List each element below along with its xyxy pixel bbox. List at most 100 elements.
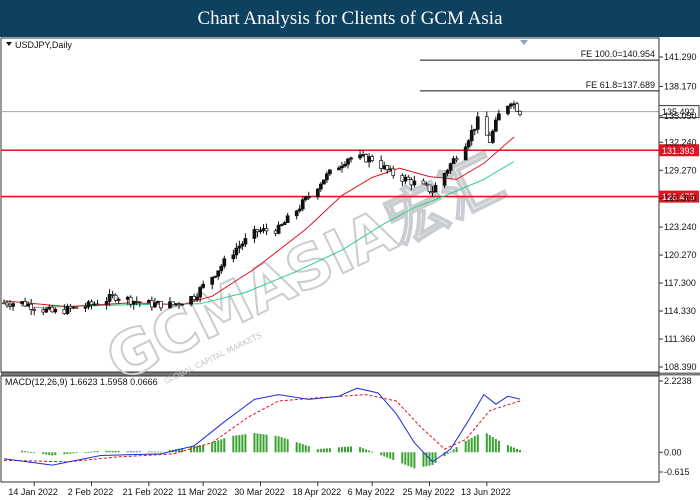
candle-body: [385, 165, 390, 171]
macd-histogram-bar: [190, 446, 193, 453]
candle-body: [273, 230, 278, 234]
candle-body: [349, 157, 353, 160]
macd-histogram-bar: [220, 439, 223, 453]
candle-body: [490, 130, 495, 143]
macd-histogram-bar: [380, 452, 383, 456]
candle-body: [23, 301, 27, 307]
candle-body: [325, 173, 329, 181]
candle-body: [472, 128, 477, 131]
macd-histogram-bar: [350, 446, 353, 453]
candle-body: [237, 245, 242, 249]
candle-body: [367, 156, 371, 163]
macd-histogram-bar: [259, 433, 262, 453]
candle-body: [358, 154, 362, 159]
candle-body: [86, 301, 91, 308]
price-tick-label: 120.270: [664, 250, 697, 260]
macd-histogram-bar: [178, 448, 181, 453]
macd-histogram-bar: [365, 449, 368, 453]
candle-body: [252, 229, 257, 239]
macd-histogram-bar: [434, 452, 437, 463]
x-tick-label: 14 Jan 2022: [8, 487, 58, 497]
macd-histogram-bar: [277, 436, 280, 453]
price-tick-label: 129.270: [664, 165, 697, 175]
current-price-label: 135.492: [662, 107, 695, 117]
macd-histogram-bar: [48, 452, 51, 456]
macd-histogram-bar: [117, 450, 120, 453]
macd-histogram-bar: [265, 434, 268, 453]
macd-tick-label: -0.615: [664, 467, 690, 477]
macd-histogram-bar: [132, 451, 135, 453]
macd-histogram-bar: [362, 448, 365, 453]
x-tick-label: 18 Apr 2022: [293, 487, 342, 497]
candle-body: [382, 165, 387, 169]
macd-histogram-bar: [515, 448, 518, 453]
candle-body: [222, 258, 227, 267]
macd-histogram-bar: [359, 447, 362, 453]
macd-histogram-bar: [497, 440, 500, 453]
candle-body: [282, 222, 287, 225]
macd-histogram-bar: [90, 451, 93, 453]
candle-body: [50, 306, 55, 313]
candle-body: [168, 301, 172, 309]
candle-body: [306, 196, 311, 199]
candle-body: [303, 196, 308, 201]
candle-body: [346, 158, 350, 165]
macd-histogram-bar: [476, 434, 479, 453]
candle-body: [454, 158, 459, 161]
macd-histogram-bar: [274, 435, 277, 453]
candle-body: [451, 158, 456, 165]
level-price-label: 126.475: [662, 192, 695, 202]
macd-histogram-bar: [238, 435, 241, 453]
macd-histogram-bar: [138, 451, 141, 453]
candle-body: [32, 309, 37, 311]
macd-histogram-bar: [422, 452, 425, 467]
macd-histogram-bar: [75, 452, 78, 454]
candle-body: [315, 188, 320, 198]
macd-histogram-bar: [69, 452, 72, 454]
candle-body: [322, 179, 326, 185]
symbol-dropdown-icon[interactable]: [6, 42, 12, 46]
macd-histogram-bar: [425, 452, 428, 467]
shift-marker-icon[interactable]: [520, 40, 528, 45]
macd-histogram-bar: [347, 446, 349, 453]
candle-body: [512, 103, 516, 106]
candle-body: [518, 110, 522, 115]
candle-body: [107, 294, 112, 302]
macd-histogram-bar: [262, 434, 265, 453]
candle-body: [343, 163, 347, 167]
candle-body: [62, 309, 67, 314]
macd-histogram-bar: [464, 441, 467, 453]
candle-body: [469, 130, 474, 142]
candle-body: [210, 276, 215, 285]
candle-body: [255, 229, 260, 233]
macd-tick-label: 2.2238: [664, 376, 692, 386]
macd-histogram-bar: [235, 435, 238, 453]
macd-histogram-bar: [304, 445, 307, 453]
macd-histogram-bar: [96, 450, 99, 453]
macd-pane-frame: [0, 375, 660, 483]
macd-histogram-bar: [135, 451, 138, 453]
candle-body: [487, 134, 492, 143]
macd-histogram-bar: [404, 452, 407, 465]
candle-body: [409, 179, 414, 186]
macd-histogram-bar: [443, 452, 446, 457]
watermark-text: GCMASIA宏汇: [96, 143, 514, 395]
candle-body: [146, 300, 151, 303]
chart-canvas: GCMASIA宏汇 GLOBAL CAPITAL MARKETS 135.492…: [0, 37, 700, 497]
x-tick-label: 21 Feb 2022: [123, 487, 174, 497]
macd-histogram-bar: [509, 446, 512, 453]
candle-body: [150, 300, 154, 308]
candle-body: [125, 296, 130, 300]
macd-histogram-bar: [449, 451, 452, 453]
macd-histogram-bar: [111, 450, 114, 453]
candle-body: [159, 301, 163, 309]
macd-histogram-bar: [368, 450, 371, 453]
candle-body: [276, 224, 281, 234]
candle-body: [2, 302, 6, 305]
macd-histogram-bar: [105, 450, 108, 453]
candle-body: [442, 173, 447, 186]
macd-histogram-bar: [84, 452, 87, 453]
macd-histogram-bar: [512, 447, 515, 453]
watermark: GCMASIA宏汇 GLOBAL CAPITAL MARKETS: [95, 142, 515, 396]
macd-histogram-bar: [371, 451, 374, 453]
